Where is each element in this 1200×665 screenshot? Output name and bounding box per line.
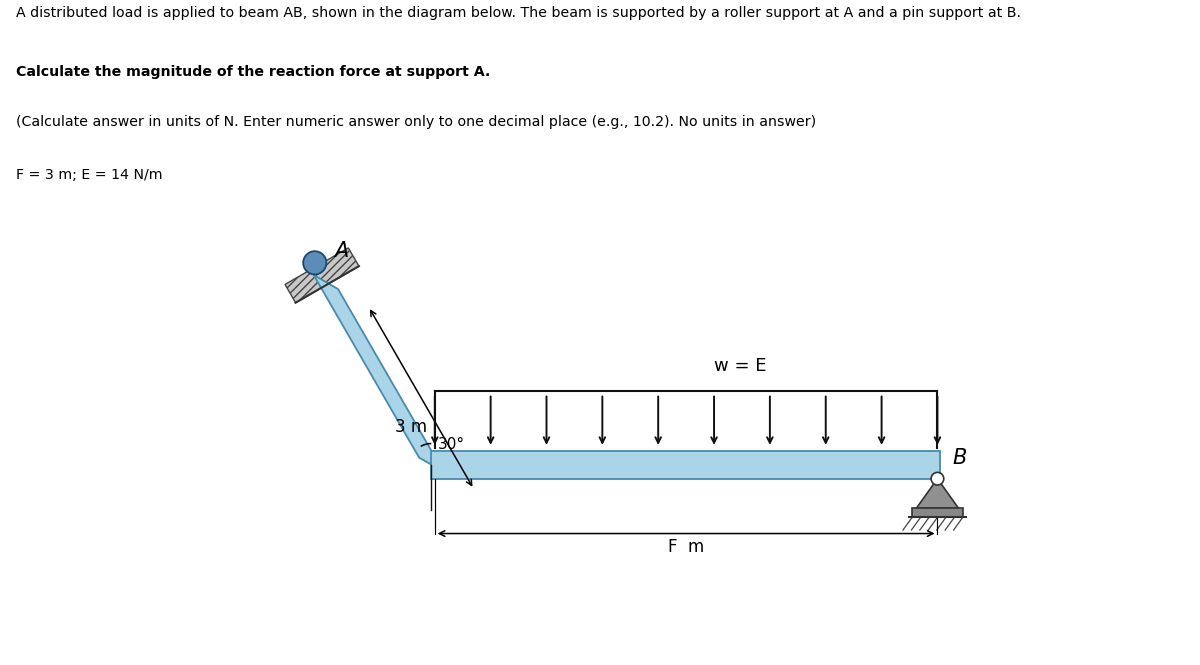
Circle shape <box>304 251 326 275</box>
Text: A distributed load is applied to beam AB, shown in the diagram below. The beam i: A distributed load is applied to beam AB… <box>16 5 1020 19</box>
Polygon shape <box>917 479 959 508</box>
Text: w = E: w = E <box>714 357 767 375</box>
Text: 3 m: 3 m <box>395 418 427 436</box>
Text: F = 3 m; E = 14 N/m: F = 3 m; E = 14 N/m <box>16 168 162 182</box>
Polygon shape <box>431 451 941 479</box>
Text: B: B <box>953 448 967 467</box>
Text: A: A <box>334 241 348 261</box>
Text: F  m: F m <box>668 538 704 556</box>
Text: 30°: 30° <box>438 438 466 452</box>
Polygon shape <box>313 275 444 471</box>
Bar <box>912 508 962 517</box>
Text: Calculate the magnitude of the reaction force at support A.: Calculate the magnitude of the reaction … <box>16 65 490 79</box>
Polygon shape <box>286 248 359 303</box>
Text: (Calculate answer in units of N. Enter numeric answer only to one decimal place : (Calculate answer in units of N. Enter n… <box>16 116 816 130</box>
Circle shape <box>931 472 943 485</box>
